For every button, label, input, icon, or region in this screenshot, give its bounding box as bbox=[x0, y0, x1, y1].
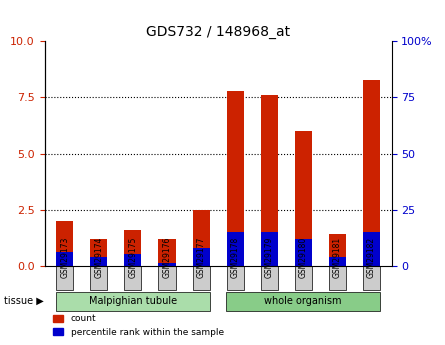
Bar bbox=[57, 252, 73, 266]
Text: GSM29176: GSM29176 bbox=[162, 237, 171, 278]
Text: GSM29178: GSM29178 bbox=[231, 237, 239, 278]
Bar bbox=[329, 234, 346, 266]
Bar bbox=[125, 230, 142, 266]
Bar bbox=[363, 232, 380, 266]
Legend: count, percentile rank within the sample: count, percentile rank within the sample bbox=[49, 311, 227, 341]
FancyBboxPatch shape bbox=[227, 266, 243, 290]
Bar bbox=[227, 232, 243, 266]
Bar bbox=[261, 232, 278, 266]
FancyBboxPatch shape bbox=[261, 266, 278, 290]
FancyBboxPatch shape bbox=[125, 266, 142, 290]
Text: tissue ▶: tissue ▶ bbox=[4, 296, 44, 306]
Bar bbox=[90, 257, 107, 266]
FancyBboxPatch shape bbox=[363, 266, 380, 290]
Text: whole organism: whole organism bbox=[264, 296, 342, 306]
FancyBboxPatch shape bbox=[57, 266, 73, 290]
Text: GSM29180: GSM29180 bbox=[299, 237, 307, 278]
Bar bbox=[363, 79, 380, 266]
Bar bbox=[329, 257, 346, 266]
FancyBboxPatch shape bbox=[56, 292, 210, 310]
FancyBboxPatch shape bbox=[90, 266, 107, 290]
Bar bbox=[261, 95, 278, 266]
Bar bbox=[158, 264, 175, 266]
FancyBboxPatch shape bbox=[329, 266, 346, 290]
Bar bbox=[57, 221, 73, 266]
Text: GSM29182: GSM29182 bbox=[367, 237, 376, 278]
Title: GDS732 / 148968_at: GDS732 / 148968_at bbox=[146, 25, 290, 39]
Text: GSM29173: GSM29173 bbox=[61, 237, 69, 278]
Text: GSM29179: GSM29179 bbox=[265, 237, 274, 278]
Bar bbox=[193, 248, 210, 266]
Text: GSM29181: GSM29181 bbox=[333, 237, 342, 278]
Bar bbox=[158, 239, 175, 266]
FancyBboxPatch shape bbox=[193, 266, 210, 290]
Bar bbox=[193, 209, 210, 266]
Bar bbox=[227, 91, 243, 266]
Bar bbox=[90, 239, 107, 266]
Text: GSM29177: GSM29177 bbox=[197, 237, 206, 278]
Text: Malpighian tubule: Malpighian tubule bbox=[89, 296, 177, 306]
Text: GSM29175: GSM29175 bbox=[129, 237, 138, 278]
Bar bbox=[295, 131, 312, 266]
FancyBboxPatch shape bbox=[226, 292, 380, 310]
Bar bbox=[295, 239, 312, 266]
FancyBboxPatch shape bbox=[295, 266, 312, 290]
FancyBboxPatch shape bbox=[158, 266, 175, 290]
Text: GSM29174: GSM29174 bbox=[94, 237, 103, 278]
Bar bbox=[125, 255, 142, 266]
